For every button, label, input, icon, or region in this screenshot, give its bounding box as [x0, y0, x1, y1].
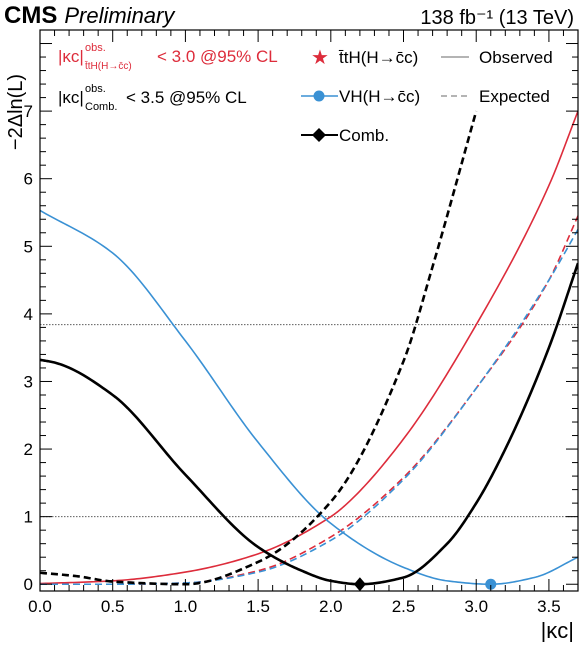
series-line-4	[40, 262, 578, 586]
x-tick-label: 3.5	[537, 597, 561, 616]
legend-label-tth: t̄tH(H→c̄c)	[338, 48, 418, 67]
best-fit-marker-1	[485, 578, 497, 590]
x-tick-label: 3.0	[464, 597, 488, 616]
plot-frame	[39, 29, 579, 592]
plot-area: 0.0 0.5 1.0 1.5 2.0 2.5 3.0 3.5 0 1 2 3 4 5 6 7	[24, 29, 579, 616]
limit-tth-text: < 3.0 @95% CL	[157, 47, 278, 66]
series-line-1	[40, 215, 578, 586]
series-line-0	[40, 110, 578, 585]
x-tick-label: 0.0	[28, 597, 52, 616]
legend-marker-tth: ★	[311, 47, 329, 69]
legend-label-observed: Observed	[479, 48, 553, 67]
x-tick-label: 0.5	[101, 597, 125, 616]
y-tick-label: 6	[24, 170, 33, 189]
legend-label-comb: Comb.	[339, 126, 389, 145]
series-line-5	[40, 110, 478, 586]
limit-tth-kappa: |κc|	[58, 47, 84, 66]
y-axis-label: −2Δln(L)	[5, 74, 27, 150]
cms-label: CMS Preliminary	[4, 2, 176, 29]
limit-annotation-tth: |κc| obs. t̄tH(H→c̄c) < 3.0 @95% CL	[58, 42, 278, 72]
y-tick-label: 7	[24, 102, 33, 121]
limit-comb-sup: obs.	[85, 83, 106, 95]
x-tick-label: 2.0	[319, 597, 343, 616]
best-fit-marker-0	[353, 577, 366, 592]
limit-comb-text: < 3.5 @95% CL	[126, 88, 247, 107]
legend-label-expected: Expected	[479, 87, 550, 106]
y-tick-label: 5	[24, 237, 33, 256]
x-tick-label: 1.5	[246, 597, 270, 616]
y-tick-label: 2	[24, 440, 33, 459]
x-axis-label: |κc|	[541, 618, 574, 642]
y-tick-label: 3	[24, 372, 33, 391]
legend-label-vh: VH(H→c̄c)	[339, 87, 420, 106]
limit-tth-sub: t̄tH(H→c̄c)	[84, 60, 131, 72]
luminosity-label: 138 fb⁻¹ (13 TeV)	[420, 7, 574, 29]
y-tick-label: 0	[24, 575, 33, 594]
legend: ★ t̄tH(H→c̄c) Observed VH(H→c̄c) Expecte…	[301, 47, 553, 145]
limit-annotation-comb: |κc| obs. Comb. < 3.5 @95% CL	[58, 83, 247, 113]
x-tick-label: 1.0	[174, 597, 198, 616]
legend-marker-vh	[313, 90, 325, 102]
y-tick-label: 4	[24, 305, 33, 324]
series-line-3	[40, 228, 578, 586]
series-line-2	[40, 209, 578, 586]
y-tick-label: 1	[24, 508, 33, 527]
limit-comb-kappa: |κc|	[58, 88, 84, 107]
limit-comb-sub: Comb.	[85, 101, 117, 113]
x-tick-label: 2.5	[392, 597, 416, 616]
limit-tth-sup: obs.	[85, 42, 106, 54]
legend-marker-comb	[312, 128, 326, 142]
